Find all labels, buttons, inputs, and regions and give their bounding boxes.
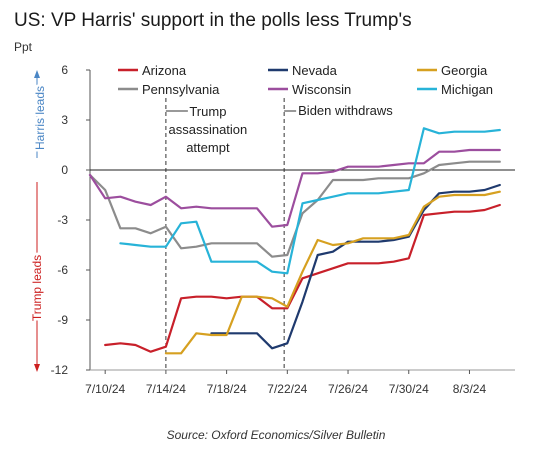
y-tick-label: 6 — [61, 63, 68, 77]
legend-label: Georgia — [441, 63, 488, 78]
annotation-label: assassination — [169, 122, 248, 137]
x-tick-label: 7/14/24 — [146, 382, 186, 396]
y-tick-label: -12 — [51, 363, 69, 377]
legend-label: Nevada — [292, 63, 338, 78]
y-tick-label: -9 — [57, 313, 68, 327]
legend-label: Arizona — [142, 63, 187, 78]
x-tick-label: 7/26/24 — [328, 382, 368, 396]
x-tick-label: 7/30/24 — [389, 382, 429, 396]
side-labels: Harris leads Trump leads — [30, 70, 47, 372]
series-line-georgia — [166, 192, 500, 354]
harris-arrow-head — [34, 70, 40, 78]
x-tick-label: 7/18/24 — [207, 382, 247, 396]
x-tick-label: 8/3/24 — [453, 382, 487, 396]
y-tick-label: -6 — [57, 263, 68, 277]
legend-label: Pennsylvania — [142, 82, 220, 97]
y-tick-label: 0 — [61, 163, 68, 177]
source-note: Source: Oxford Economics/Silver Bulletin — [0, 428, 552, 442]
x-tick-label: 7/22/24 — [267, 382, 307, 396]
series-line-michigan — [120, 128, 499, 273]
y-tick-label: 3 — [61, 113, 68, 127]
legend-label: Michigan — [441, 82, 493, 97]
harris-leads-label: Harris leads — [33, 86, 47, 150]
series-line-wisconsin — [90, 150, 500, 227]
legend-label: Wisconsin — [292, 82, 351, 97]
series-lines — [90, 128, 500, 353]
series-line-nevada — [211, 185, 499, 348]
trump-leads-label: Trump leads — [30, 255, 44, 321]
trump-arrow-head — [34, 364, 40, 372]
axes: 6 3 0 -3 -6 -9 -12 7/10/24 7/14/24 7/18/24 7/22/24… — [51, 63, 515, 396]
annotation-label: Trump — [189, 104, 226, 119]
x-tick-label: 7/10/24 — [85, 382, 125, 396]
legend: Arizona Nevada Georgia Pennsylvania Wisconsi… — [118, 63, 493, 97]
y-tick-label: -3 — [57, 213, 68, 227]
annotation-label: Biden withdraws — [298, 103, 393, 118]
annotation-label: attempt — [186, 140, 230, 155]
